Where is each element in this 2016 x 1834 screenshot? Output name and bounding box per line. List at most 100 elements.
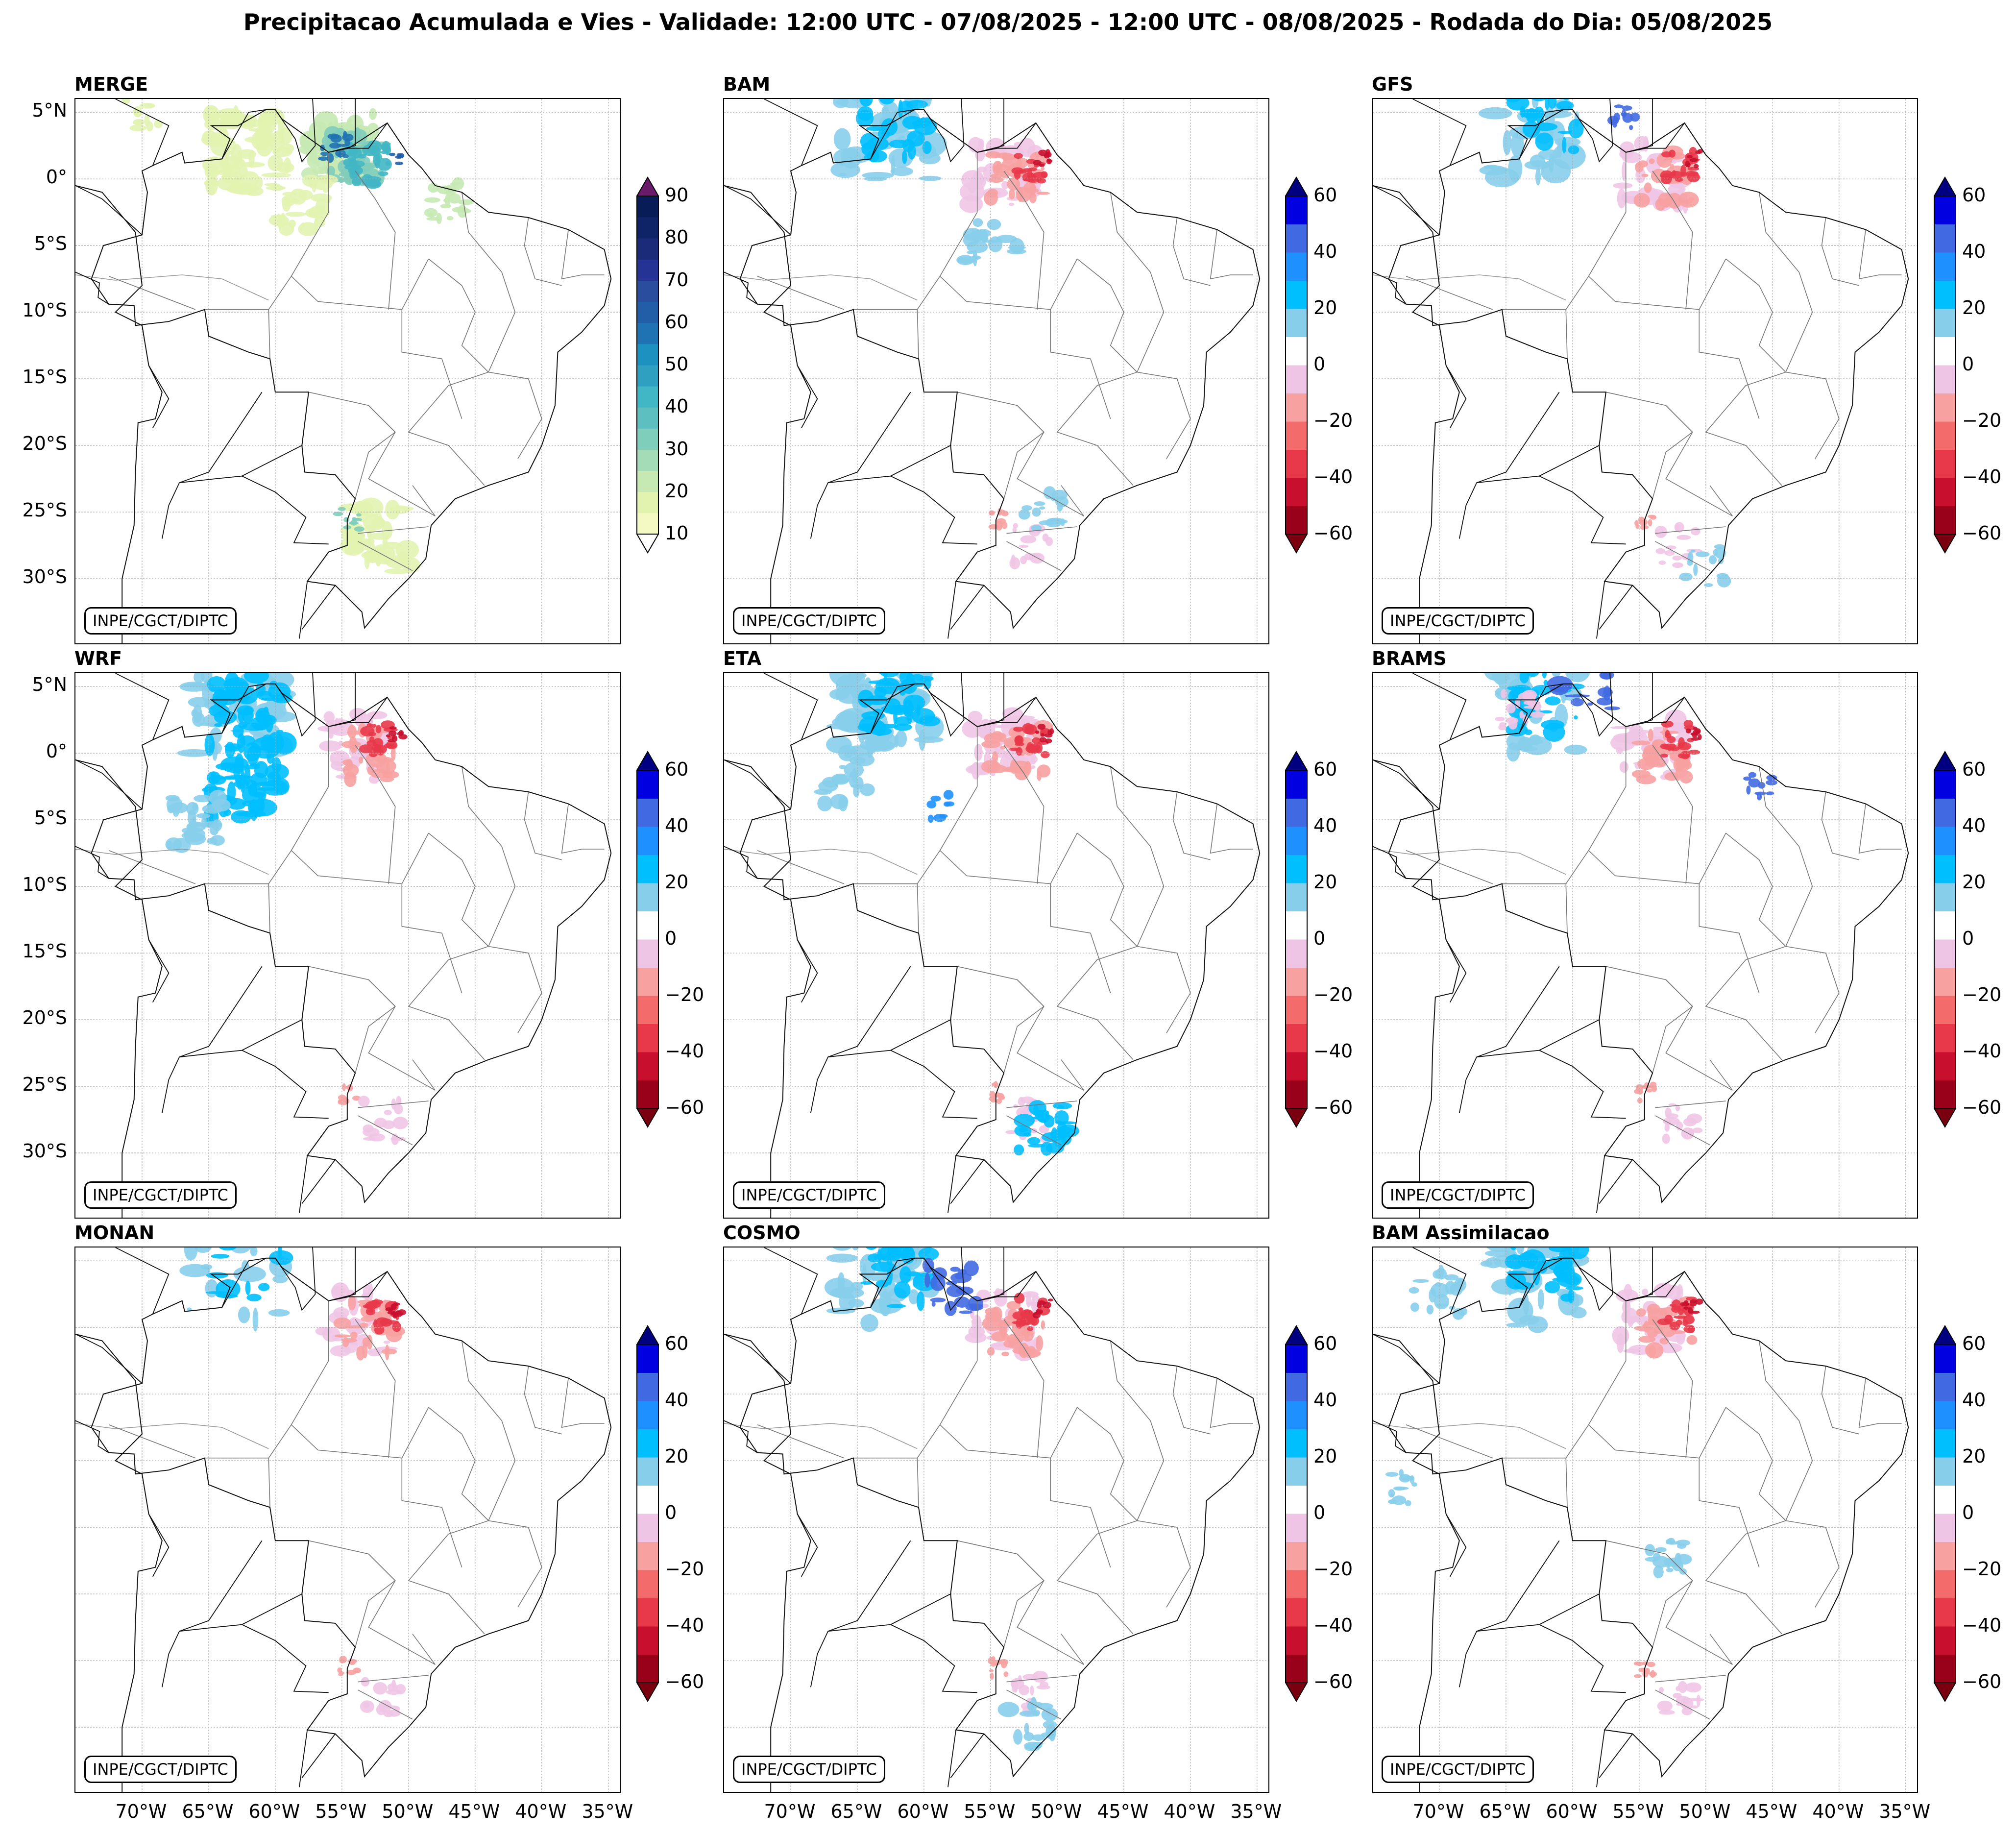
field-blob xyxy=(1503,130,1511,155)
field-blob xyxy=(1516,1247,1525,1254)
field-blob xyxy=(244,136,274,144)
latitude-tick-label: 10°S xyxy=(22,874,67,896)
state-border xyxy=(291,1300,329,1425)
panel-title: ETA xyxy=(723,648,762,669)
field-blob xyxy=(1672,562,1684,568)
field-blob xyxy=(871,732,898,752)
field-blob xyxy=(906,100,928,109)
state-border xyxy=(1172,791,1211,860)
field-blob xyxy=(895,716,911,726)
colorbar-segment xyxy=(1286,1080,1307,1109)
field-blob xyxy=(996,524,1002,531)
field-blob xyxy=(1001,1662,1007,1668)
country-border xyxy=(348,122,388,149)
state-border xyxy=(1652,745,1693,884)
country-border xyxy=(947,1155,957,1213)
state-border xyxy=(1017,405,1084,516)
field-blob xyxy=(1525,673,1530,674)
field-blob xyxy=(331,761,342,770)
field-blob xyxy=(121,99,125,100)
field-blob xyxy=(338,151,343,158)
field-blob xyxy=(1506,717,1519,724)
field-blob xyxy=(977,166,987,172)
brazil-border xyxy=(1388,1257,1909,1778)
colorbar-segment xyxy=(1934,393,1956,422)
field-blob xyxy=(288,220,296,228)
field-blob xyxy=(1587,702,1593,706)
colorbar-tick-label: −60 xyxy=(665,1097,704,1118)
colorbar-segment xyxy=(1934,365,1956,393)
country-border xyxy=(870,1257,915,1308)
state-border xyxy=(108,275,196,310)
colorbar-segment xyxy=(637,1080,658,1109)
country-border xyxy=(923,1247,965,1311)
field-blob xyxy=(1498,724,1506,731)
field-blob xyxy=(1024,1723,1029,1735)
colorbar-segment xyxy=(1934,1457,1956,1486)
field-blob xyxy=(334,1334,351,1338)
map-panel-bam: INPE/CGCT/DIPTC xyxy=(723,98,1269,644)
longitude-tick-label: 40°W xyxy=(515,1801,567,1822)
field-blob xyxy=(997,1702,1020,1717)
field-blob xyxy=(1021,1291,1039,1298)
longitude-tick-label: 40°W xyxy=(1812,1801,1864,1822)
colorbar-segment xyxy=(637,1598,658,1627)
colorbar-segment xyxy=(1286,1654,1307,1683)
state-border xyxy=(428,1407,489,1521)
state-border xyxy=(1699,883,1760,993)
field-blob xyxy=(1014,1114,1035,1128)
field-blob xyxy=(1676,1686,1680,1691)
field-blob xyxy=(392,1117,408,1129)
field-blob xyxy=(343,1098,350,1104)
field-blob xyxy=(368,751,378,758)
field-blob xyxy=(1014,765,1029,781)
country-border xyxy=(828,445,951,484)
field-blob xyxy=(327,133,340,140)
map-canvas xyxy=(1373,1247,1917,1792)
field-blob xyxy=(1526,108,1538,123)
field-blob xyxy=(989,1091,996,1098)
colorbar-segment xyxy=(1286,449,1307,478)
field-blob xyxy=(1544,1281,1560,1294)
state-border xyxy=(1725,258,1786,373)
colorbar-segment xyxy=(1934,1541,1956,1570)
field-blob xyxy=(926,800,937,808)
colorbar-tick-label: 20 xyxy=(1313,871,1337,893)
field-blob xyxy=(1031,753,1036,765)
field-blob xyxy=(1746,785,1751,795)
field-blob xyxy=(1393,1486,1406,1491)
state-border xyxy=(428,258,489,373)
colorbar-tick-label: 0 xyxy=(1962,353,1974,375)
latitude-tick-label: 0° xyxy=(46,740,67,762)
colorbar-under-arrow xyxy=(636,534,659,554)
field-blob xyxy=(1748,772,1756,778)
brazil-border xyxy=(739,109,1261,629)
field-blob xyxy=(1691,527,1700,536)
field-blob xyxy=(380,1318,392,1327)
field-blob xyxy=(991,1343,1007,1347)
colorbar-tick-label: 20 xyxy=(665,871,689,893)
colorbar-segment xyxy=(637,967,658,996)
field-blob xyxy=(1039,1125,1049,1134)
field-blob xyxy=(204,164,219,180)
field-blob xyxy=(1665,1113,1679,1119)
field-blob xyxy=(398,153,405,158)
field-blob xyxy=(1037,771,1042,781)
country-border xyxy=(797,1514,818,1577)
field-blob xyxy=(370,146,381,157)
field-blob xyxy=(1688,1307,1693,1314)
state-border xyxy=(1605,966,1693,1074)
field-blob xyxy=(1041,1320,1045,1330)
field-blob xyxy=(1698,734,1702,740)
colorbar-segment xyxy=(1286,478,1307,506)
field-blob xyxy=(1676,535,1691,540)
field-blob xyxy=(389,152,396,156)
field-blob xyxy=(371,517,384,527)
coastline xyxy=(1373,1333,1460,1792)
field-blob xyxy=(1622,161,1627,181)
longitude-tick-label: 70°W xyxy=(115,1801,167,1822)
brazil-border xyxy=(739,683,1261,1203)
field-blob xyxy=(385,1345,389,1361)
field-blob xyxy=(881,682,898,685)
field-blob xyxy=(1689,147,1697,156)
